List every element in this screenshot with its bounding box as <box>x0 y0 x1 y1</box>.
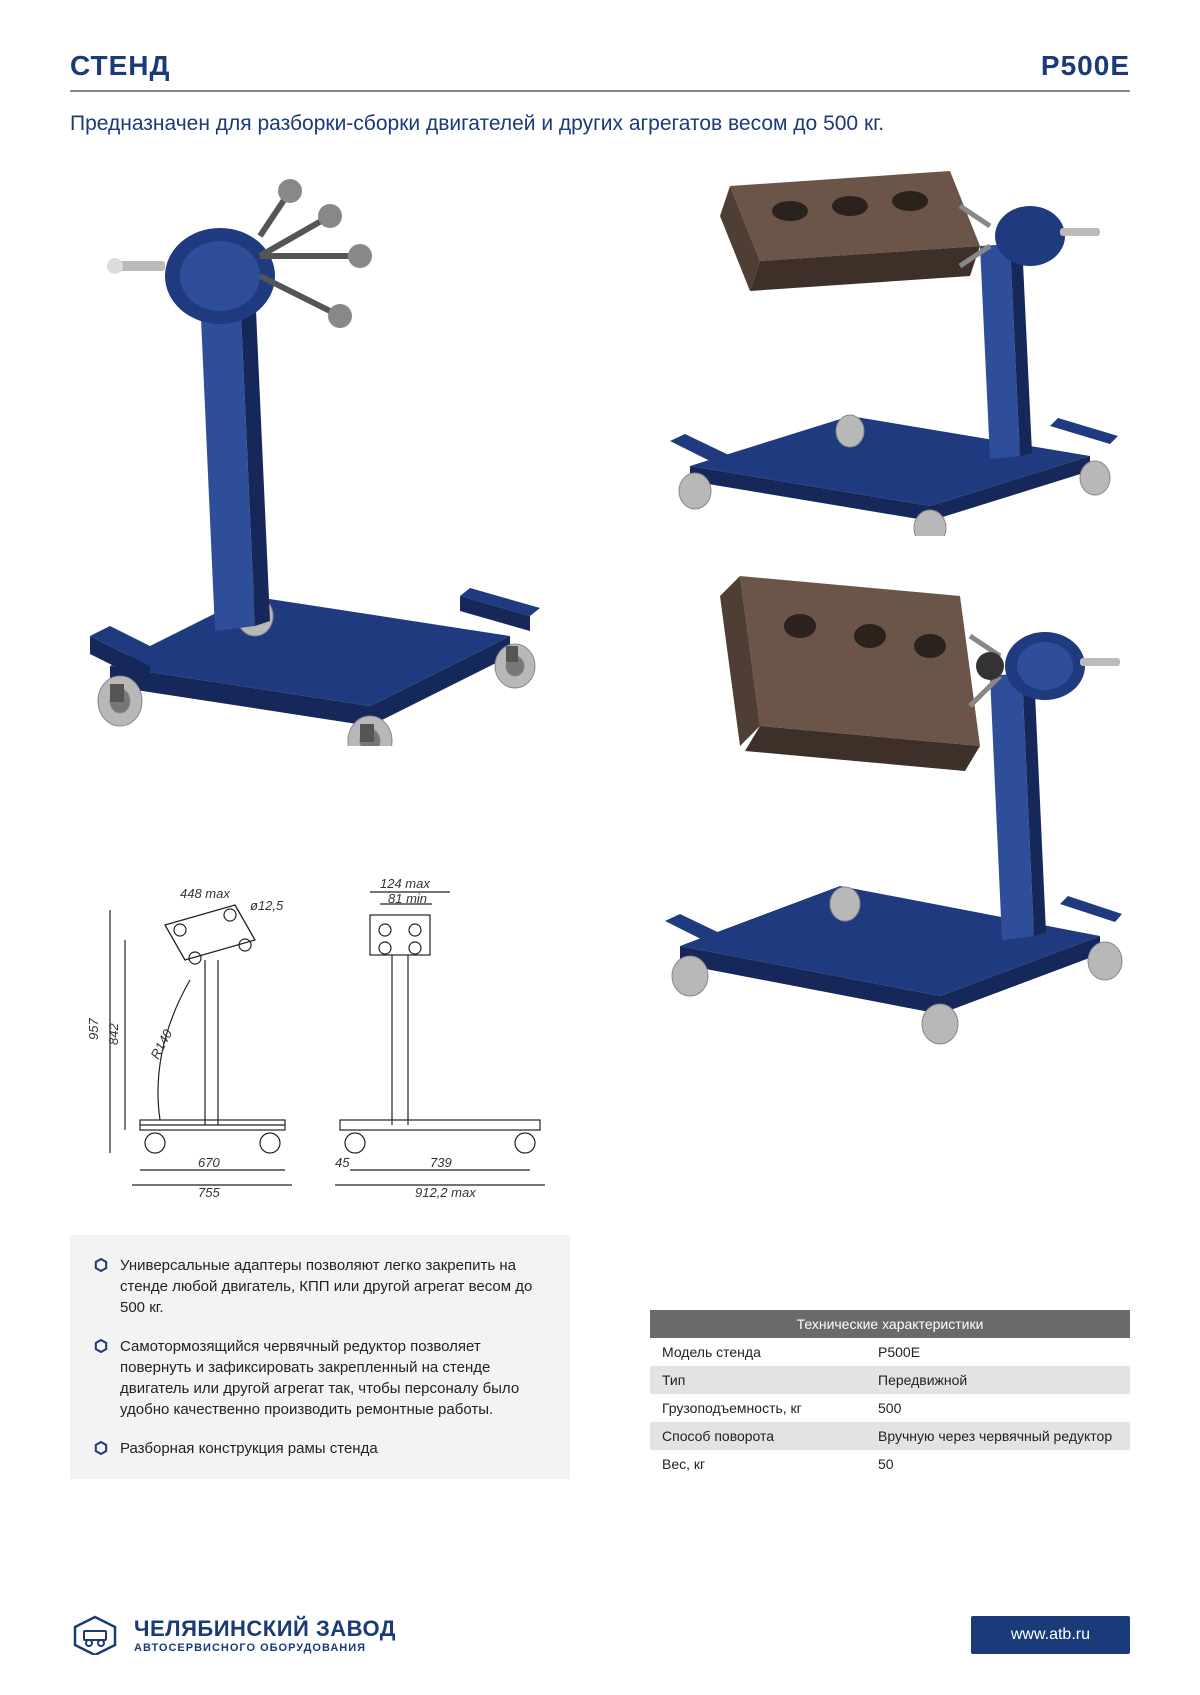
spec-val: Р500Е <box>866 1338 1130 1366</box>
table-row: Грузоподъемность, кг 500 <box>650 1394 1130 1422</box>
dim-81: 81 min <box>388 891 427 906</box>
spec-val: Вручную через червячный редуктор <box>866 1422 1130 1450</box>
spec-key: Модель стенда <box>650 1338 866 1366</box>
product-subtitle: Предназначен для разборки-сборки двигате… <box>70 112 1130 136</box>
page-footer: ЧЕЛЯБИНСКИЙ ЗАВОД АВТОСЕРВИСНОГО ОБОРУДО… <box>70 1615 1130 1655</box>
company-name: ЧЕЛЯБИНСКИЙ ЗАВОД <box>134 1616 396 1642</box>
footer-brand: ЧЕЛЯБИНСКИЙ ЗАВОД АВТОСЕРВИСНОГО ОБОРУДО… <box>70 1615 396 1655</box>
feature-text: Универсальные адаптеры позволяют легко з… <box>120 1255 546 1318</box>
dim-957: 957 <box>86 1018 101 1040</box>
dim-912: 912,2 max <box>415 1185 476 1200</box>
dim-670: 670 <box>198 1155 220 1170</box>
technical-drawing: 448 max ø12,5 124 max 81 min 957 842 R14… <box>70 870 570 1210</box>
table-row: Вес, кг 50 <box>650 1450 1130 1478</box>
dim-448: 448 max <box>180 886 230 901</box>
dim-45: 45 <box>335 1155 350 1170</box>
feature-item: Универсальные адаптеры позволяют легко з… <box>94 1255 546 1318</box>
dim-phi: ø12,5 <box>250 898 284 913</box>
spec-key: Тип <box>650 1366 866 1394</box>
footer-url: www.atb.ru <box>971 1616 1130 1654</box>
product-images <box>70 166 1130 846</box>
feature-item: Разборная конструкция рамы стенда <box>94 1438 546 1459</box>
table-row: Модель стенда Р500Е <box>650 1338 1130 1366</box>
dim-755: 755 <box>198 1185 220 1200</box>
dim-124: 124 max <box>380 876 430 891</box>
feature-item: Самотормозящийся червячный редуктор позв… <box>94 1336 546 1420</box>
table-row: Способ поворота Вручную через червячный … <box>650 1422 1130 1450</box>
hex-bullet-icon <box>94 1258 108 1272</box>
spec-table: Технические характеристики Модель стенда… <box>650 1310 1130 1478</box>
spec-val: Передвижной <box>866 1366 1130 1394</box>
spec-key: Грузоподъемность, кг <box>650 1394 866 1422</box>
hex-bullet-icon <box>94 1339 108 1353</box>
feature-text: Разборная конструкция рамы стенда <box>120 1438 378 1459</box>
dim-842: 842 <box>106 1023 121 1045</box>
page-header: СТЕНД Р500Е <box>70 50 1130 92</box>
product-image-stand-engine-bottom <box>650 546 1130 1046</box>
spec-key: Способ поворота <box>650 1422 866 1450</box>
spec-val: 50 <box>866 1450 1130 1478</box>
feature-text: Самотормозящийся червячный редуктор позв… <box>120 1336 546 1420</box>
dim-739: 739 <box>430 1155 452 1170</box>
features-box: Универсальные адаптеры позволяют легко з… <box>70 1235 570 1479</box>
dim-r140: R140 <box>147 1026 175 1061</box>
hex-bullet-icon <box>94 1441 108 1455</box>
product-image-stand-empty <box>70 166 550 746</box>
table-row: Тип Передвижной <box>650 1366 1130 1394</box>
product-model: Р500Е <box>1041 50 1130 82</box>
spec-key: Вес, кг <box>650 1450 866 1478</box>
product-image-stand-engine-top <box>650 156 1130 536</box>
spec-val: 500 <box>866 1394 1130 1422</box>
company-logo-icon <box>70 1615 120 1655</box>
product-category: СТЕНД <box>70 50 170 82</box>
company-subtitle: АВТОСЕРВИСНОГО ОБОРУДОВАНИЯ <box>134 1642 396 1654</box>
spec-table-title: Технические характеристики <box>650 1310 1130 1338</box>
